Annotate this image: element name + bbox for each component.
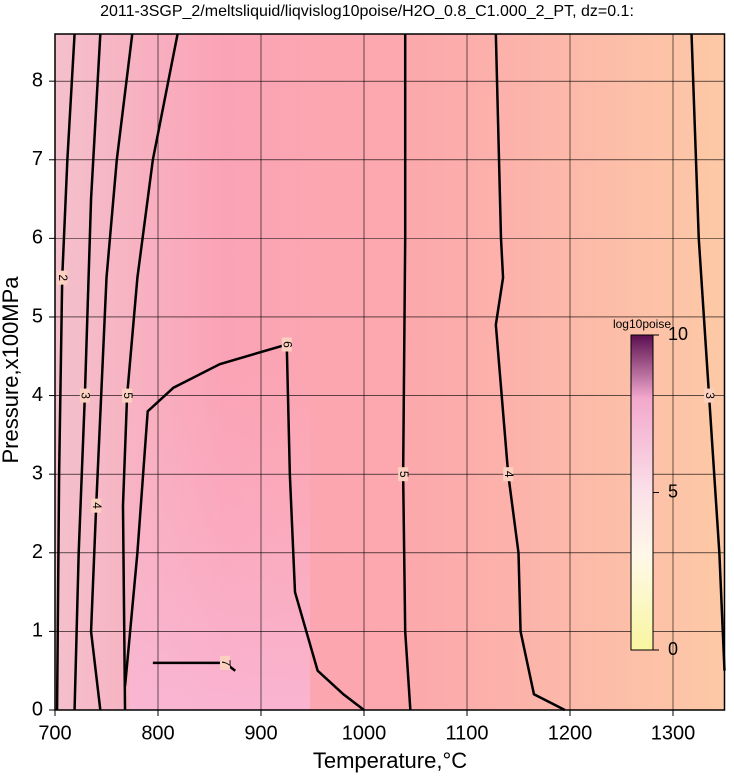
contour-label-bg	[57, 270, 68, 285]
contour-line	[121, 33, 179, 711]
y-tick-label: 0	[32, 698, 43, 720]
contour-label: 5	[121, 392, 135, 399]
colorbar-label: log10poise	[613, 317, 671, 331]
y-tick-label: 6	[32, 227, 43, 249]
contour-label: 6	[281, 341, 295, 348]
contour-label-bg	[122, 388, 133, 403]
contour-label-bg	[281, 337, 292, 352]
x-tick-label: 700	[38, 722, 71, 744]
chart-title: 2011-3SGP_2/meltsliquid/liqvislog10poise…	[100, 3, 634, 20]
y-tick-label: 7	[32, 148, 43, 170]
contour-label-bg	[503, 467, 514, 482]
contour-label: 4	[90, 502, 104, 509]
contour-label: 7	[219, 659, 233, 666]
contour-label-bg	[398, 467, 409, 482]
plot-shade	[130, 360, 310, 710]
contour-label-bg	[704, 388, 715, 403]
colorbar-tick-label: 10	[668, 324, 688, 344]
y-tick-label: 1	[32, 620, 43, 642]
x-tick-label: 1200	[548, 722, 593, 744]
y-tick-label: 4	[32, 384, 43, 406]
y-tick-label: 2	[32, 541, 43, 563]
contour-label: 5	[397, 471, 411, 478]
plot-frame	[54, 33, 726, 711]
contour-line	[89, 33, 134, 711]
contour-label: 2	[56, 274, 70, 281]
contour-label: 3	[703, 392, 717, 399]
x-tick-label: 1000	[342, 722, 387, 744]
contour-label: 3	[79, 392, 93, 399]
contour-label-bg	[219, 655, 230, 670]
x-tick-label: 900	[244, 722, 277, 744]
colorbar	[630, 334, 654, 651]
x-tick-label: 1100	[445, 722, 488, 744]
contour-label: 4	[502, 471, 516, 478]
colorbar-tick-label: 5	[668, 481, 678, 501]
x-axis-label: Temperature,°C	[313, 748, 467, 773]
contour-label-bg	[79, 388, 90, 403]
y-axis-label: Pressure,x100MPa	[0, 276, 23, 464]
y-tick-label: 8	[32, 69, 43, 91]
contour-label-bg	[91, 498, 102, 513]
colorbar-tick-label: 0	[668, 639, 678, 659]
x-tick-label: 800	[141, 722, 174, 744]
y-tick-label: 5	[32, 305, 43, 327]
x-tick-label: 1300	[651, 722, 696, 744]
y-tick-label: 3	[32, 462, 43, 484]
